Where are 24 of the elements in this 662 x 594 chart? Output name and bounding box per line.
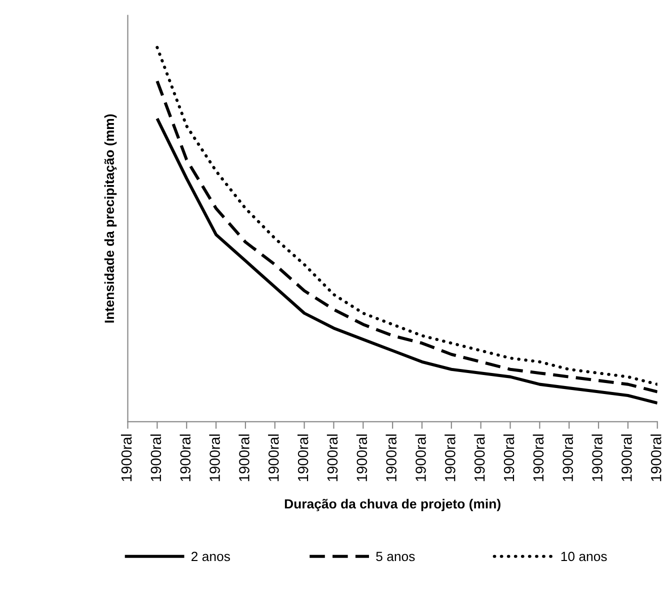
x-tick-label: 1900ral [503,434,514,482]
x-tick-label: 1900ral [268,434,279,482]
x-tick-label: 1900ral [415,434,426,482]
x-tick-label: 1900ral [238,434,250,482]
x-tick-label: 1900ral [120,434,132,482]
x-tick-label: 1900ral [209,434,220,482]
legend-label: 2 anos [192,552,230,562]
y-axis-title: Intensidade da precipitação (mm) [104,114,117,323]
x-tick-label: 1900ral [532,434,544,482]
x-tick-label: 1900ral [326,434,338,482]
x-tick-label: 1900ral [474,434,485,482]
x-axis-title: Duração da chuva de projeto (min) [284,498,500,512]
x-tick-label: 1900ral [650,434,662,482]
x-tick-label: 1900ral [562,434,574,482]
x-tick-label: 1900ral [298,434,308,482]
x-tick-label: 1900ral [444,434,456,482]
legend-label: 10 anos [561,552,607,562]
x-tick-label: 1900ral [180,434,191,482]
x-tick-label: 1900ral [386,434,396,482]
x-tick-label: 1900ral [356,434,368,482]
x-tick-label: 1900ral [592,434,602,482]
legend-label: 5 anos [376,552,415,562]
x-tick-label: 1900ral [621,434,632,482]
x-tick-label: 1900ral [150,434,162,482]
